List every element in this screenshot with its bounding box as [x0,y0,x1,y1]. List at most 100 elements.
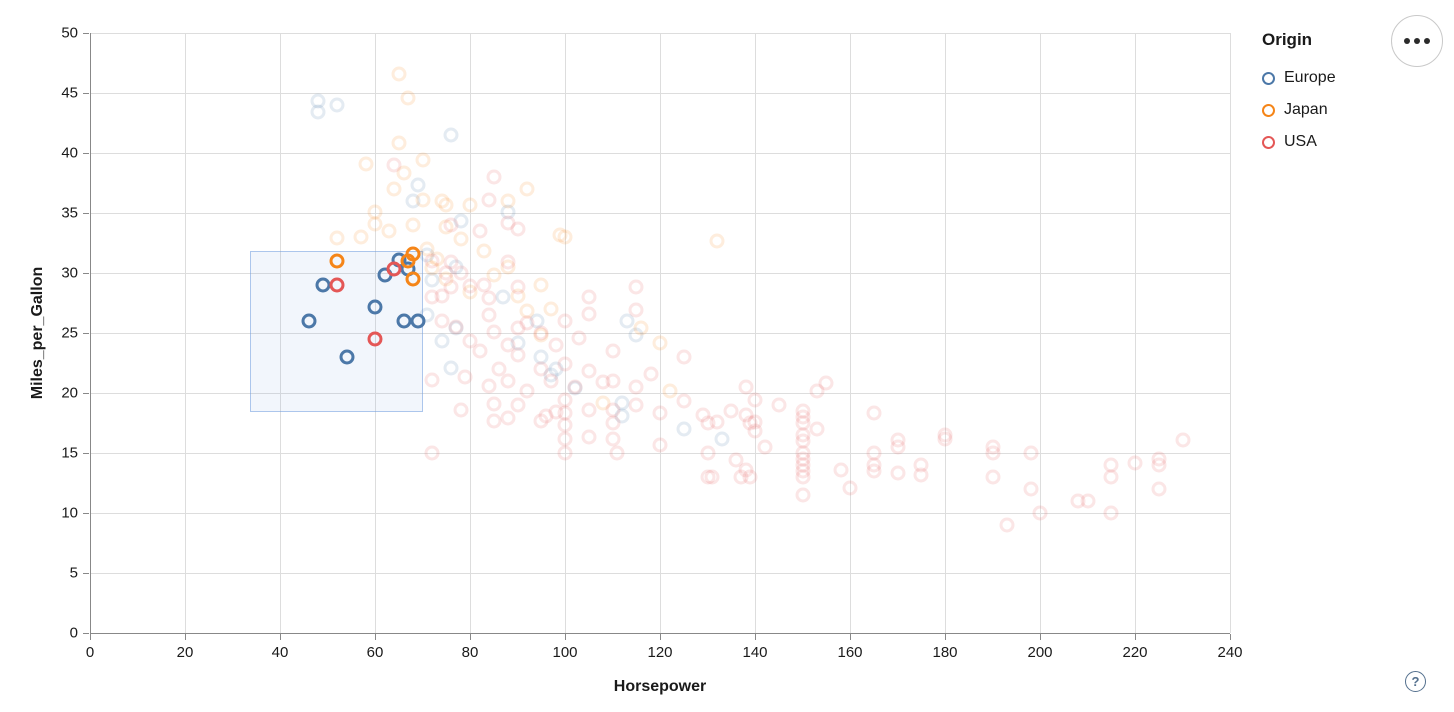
legend-title: Origin [1262,30,1313,49]
data-point-usa [557,313,573,329]
data-point-usa [609,445,625,461]
data-point-usa [1151,481,1167,497]
data-point-japan [415,152,430,168]
data-point-usa [510,397,525,413]
x-tick-220 [1135,634,1136,640]
data-point-usa [557,431,573,447]
data-point-japan [709,233,725,249]
data-point-usa [723,403,739,419]
data-point-usa [676,393,692,409]
x-tick-120 [660,634,661,640]
legend-item-usa: USA [1262,126,1336,158]
data-point-usa [913,467,929,483]
data-point-europe [396,313,411,329]
data-point-usa [548,337,563,353]
legend-item-japan: Japan [1262,94,1336,126]
data-point-usa [999,517,1015,533]
data-point-usa [747,423,763,439]
data-point-usa [890,465,905,481]
x-tick-label-100: 100 [552,644,578,661]
x-tick-label-140: 140 [742,644,768,661]
x-tick-label-180: 180 [932,644,958,661]
data-point-usa [833,462,848,478]
data-point-japan [486,267,502,283]
gridline-y-30 [90,273,1230,274]
data-point-usa [605,431,620,447]
data-point-usa [728,452,744,468]
data-point-usa [866,463,882,479]
legend-symbol-usa [1262,135,1275,149]
data-point-usa [486,324,502,340]
data-point-usa [486,396,502,412]
more-options-icon [1424,38,1430,44]
data-point-japan [462,197,478,213]
data-point-usa [1175,432,1190,448]
gridline-y-35 [90,213,1230,214]
data-point-europe [443,127,459,143]
x-tick-label-240: 240 [1217,644,1243,661]
data-point-usa [472,343,487,359]
data-point-usa [809,421,825,437]
y-tick-30 [83,273,89,274]
data-point-japan [500,193,516,209]
data-point-europe [367,299,383,315]
x-tick-label-120: 120 [647,644,673,661]
legend-item-europe: Europe [1262,62,1336,94]
more-options-icon [1404,38,1410,44]
data-point-usa [842,480,858,496]
gridline-y-40 [90,153,1230,154]
x-tick-label-220: 220 [1122,644,1148,661]
data-point-japan [519,181,535,197]
data-point-usa [742,469,758,485]
data-point-japan [405,217,421,233]
data-point-usa [438,265,454,281]
data-point-japan [405,271,421,287]
data-point-japan [557,229,573,245]
x-tick-240 [1230,634,1231,640]
data-point-japan [329,253,345,269]
data-point-usa [462,333,478,349]
data-point-usa [643,366,658,382]
data-point-usa [481,290,497,306]
gridline-y-20 [90,393,1230,394]
data-point-usa [700,445,715,461]
data-point-usa [1103,469,1119,485]
data-point-usa [795,469,810,485]
data-point-europe [329,97,345,113]
data-point-europe [495,289,511,305]
data-point-usa [567,379,582,395]
data-point-usa [795,487,810,503]
data-point-usa [652,437,668,453]
data-point-usa [757,439,772,455]
data-point-usa [557,445,573,461]
data-point-japan [415,192,430,208]
data-point-usa [985,469,1000,485]
data-point-usa [424,445,440,461]
data-point-usa [457,369,473,385]
data-point-usa [581,402,597,418]
data-point-usa [453,402,468,418]
data-point-usa [581,429,597,445]
data-point-japan [453,231,468,247]
legend-label: Japan [1284,101,1328,118]
help-button[interactable]: ? [1405,671,1426,692]
data-point-japan [358,156,373,172]
data-point-usa [434,288,449,304]
gridline-y-10 [90,513,1230,514]
data-point-usa [486,169,502,185]
x-tick-60 [375,634,376,640]
y-tick-20 [83,393,89,394]
x-tick-label-40: 40 [271,644,289,661]
data-point-usa [367,331,383,347]
x-tick-20 [185,634,186,640]
data-point-europe [443,360,459,376]
data-point-usa [533,361,549,377]
x-tick-180 [945,634,946,640]
x-tick-40 [280,634,281,640]
data-point-usa [747,392,763,408]
data-point-europe [676,421,692,437]
data-point-usa [1103,505,1119,521]
data-point-usa [866,405,882,421]
gridline-x-240 [1230,33,1231,633]
more-options-button[interactable] [1391,15,1443,67]
